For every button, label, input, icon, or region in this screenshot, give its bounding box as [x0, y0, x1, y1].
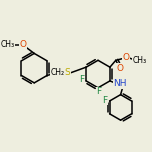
Text: O: O: [116, 64, 123, 73]
Text: F: F: [102, 96, 107, 105]
Text: O: O: [122, 53, 129, 62]
Text: O: O: [20, 40, 27, 49]
Text: S: S: [65, 68, 71, 77]
Text: F: F: [79, 75, 84, 84]
Text: F: F: [96, 87, 102, 96]
Text: CH₃: CH₃: [1, 40, 15, 49]
Text: NH: NH: [113, 79, 126, 88]
Text: CH₂: CH₂: [51, 68, 65, 77]
Text: CH₃: CH₃: [132, 56, 146, 65]
